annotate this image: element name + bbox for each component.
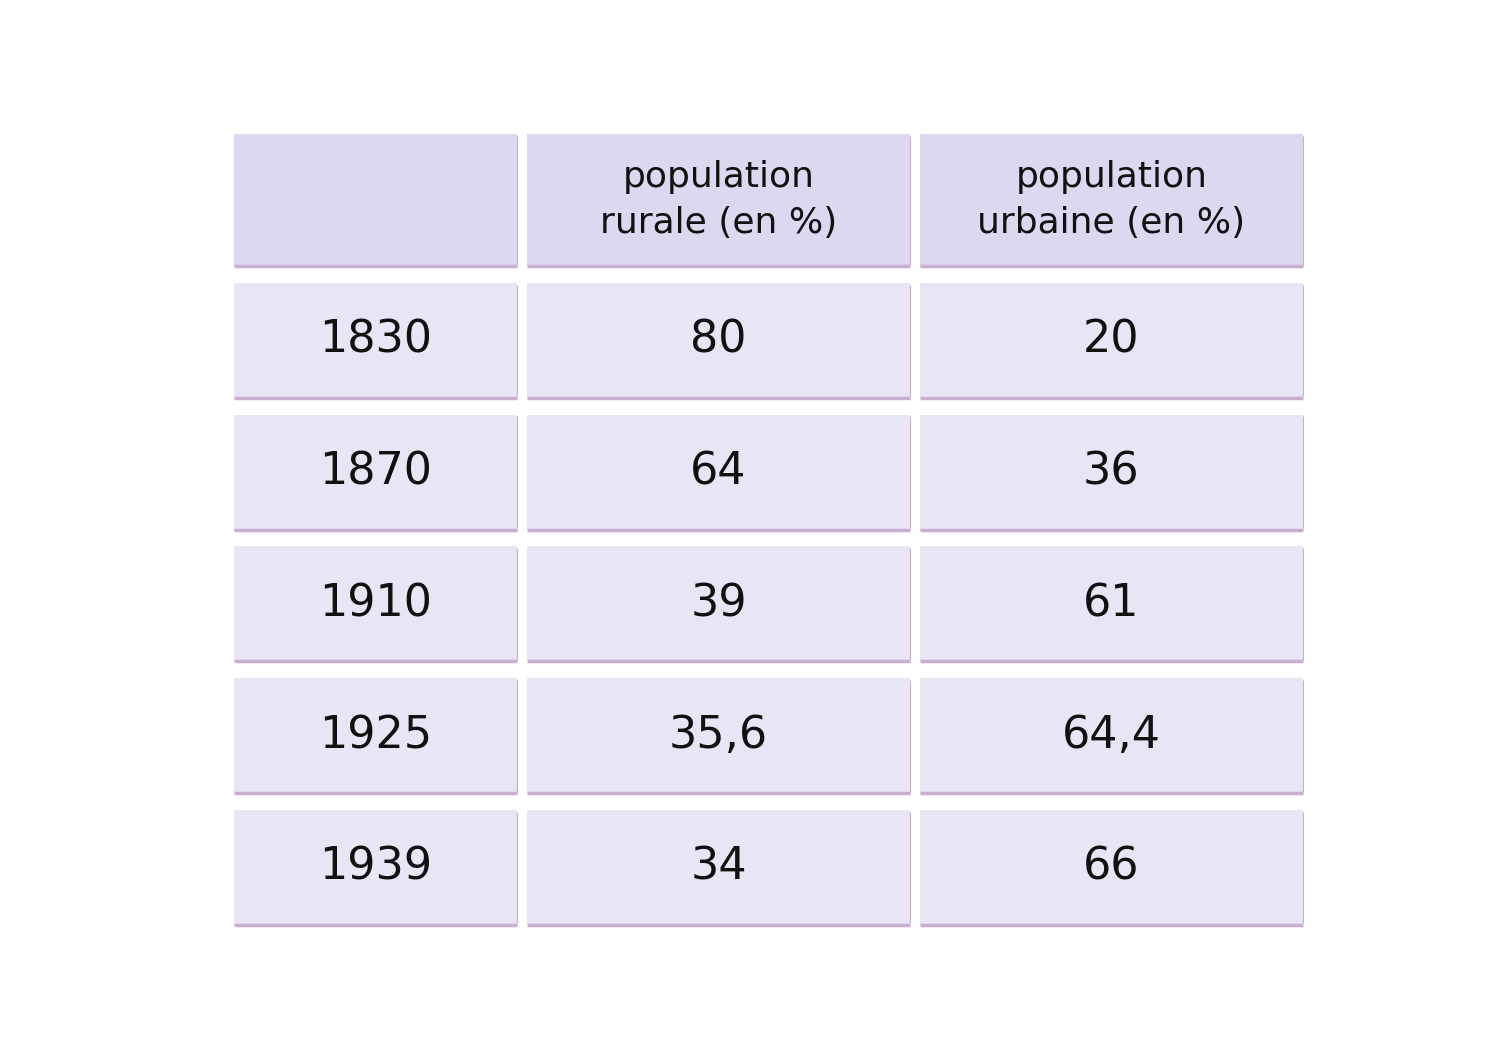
Text: 1939: 1939 bbox=[319, 846, 432, 889]
Bar bbox=[920, 678, 1303, 793]
Text: 66: 66 bbox=[1084, 846, 1139, 889]
Bar bbox=[528, 283, 910, 398]
Text: 61: 61 bbox=[1084, 582, 1139, 625]
Text: 36: 36 bbox=[1084, 451, 1139, 494]
Text: 1910: 1910 bbox=[319, 582, 432, 625]
Bar bbox=[234, 678, 517, 793]
Bar bbox=[234, 135, 517, 266]
Bar bbox=[234, 415, 517, 530]
Text: population
urbaine (en %): population urbaine (en %) bbox=[977, 160, 1246, 240]
Text: 20: 20 bbox=[1084, 319, 1139, 362]
Bar bbox=[528, 547, 910, 661]
Text: 1870: 1870 bbox=[319, 451, 432, 494]
Bar bbox=[234, 283, 517, 398]
Text: 1830: 1830 bbox=[319, 319, 432, 362]
Text: 34: 34 bbox=[690, 846, 747, 889]
Text: 64,4: 64,4 bbox=[1061, 714, 1160, 757]
Bar bbox=[234, 547, 517, 661]
Bar bbox=[920, 547, 1303, 661]
Bar bbox=[528, 135, 910, 266]
Bar bbox=[528, 810, 910, 925]
Bar bbox=[920, 283, 1303, 398]
Text: population
rurale (en %): population rurale (en %) bbox=[600, 160, 836, 240]
Text: 39: 39 bbox=[690, 582, 747, 625]
Bar bbox=[920, 135, 1303, 266]
Bar bbox=[920, 415, 1303, 530]
Bar bbox=[528, 415, 910, 530]
Text: 80: 80 bbox=[690, 319, 747, 362]
Bar bbox=[234, 810, 517, 925]
Bar bbox=[920, 810, 1303, 925]
Bar bbox=[528, 678, 910, 793]
Text: 64: 64 bbox=[690, 451, 747, 494]
Text: 1925: 1925 bbox=[319, 714, 432, 757]
Text: 35,6: 35,6 bbox=[669, 714, 767, 757]
